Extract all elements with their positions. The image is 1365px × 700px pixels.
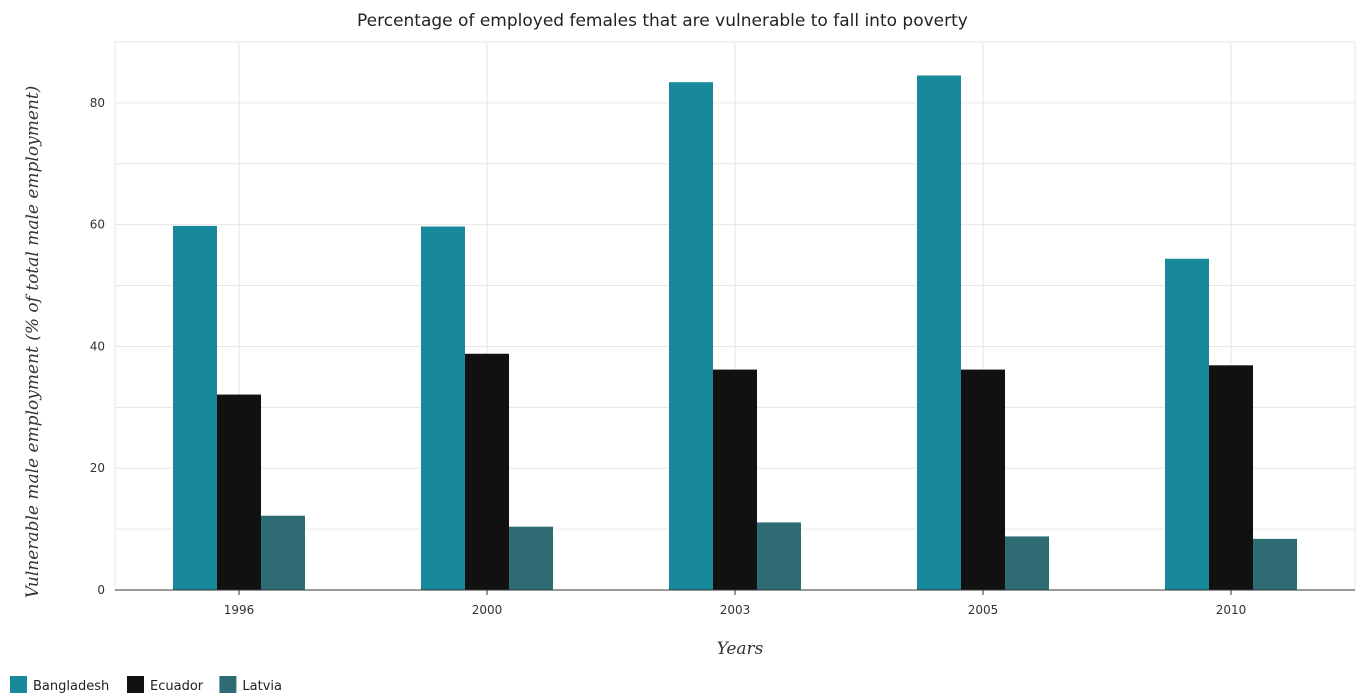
legend-swatch-latvia: [219, 676, 237, 693]
axes: 0 20 40 60 80 1996 2000 2003 2005 2010: [90, 96, 1355, 617]
y-tick-label: 60: [90, 218, 105, 232]
bar-latvia-1996: [261, 515, 305, 590]
x-tick-label: 2003: [720, 603, 751, 617]
bar-ecuador-2005: [961, 369, 1005, 590]
bar-latvia-2000: [509, 526, 553, 590]
x-tick-label: 1996: [224, 603, 255, 617]
bar-bangladesh-2000: [421, 226, 465, 590]
x-tick-label: 2000: [472, 603, 503, 617]
y-axis-label: Vulnerable male employment (% of total m…: [23, 86, 43, 599]
bar-ecuador-2010: [1209, 365, 1253, 590]
bar-bangladesh-2005: [917, 75, 961, 590]
y-tick-label: 20: [90, 461, 105, 475]
x-tick-label: 2010: [1216, 603, 1247, 617]
x-axis-label: Years: [717, 639, 764, 659]
legend-label-latvia: Latvia: [242, 679, 282, 694]
bar-latvia-2003: [757, 522, 801, 590]
bar-latvia-2005: [1005, 536, 1049, 590]
legend-swatch-bangladesh: [10, 676, 27, 693]
bar-bangladesh-2003: [669, 82, 713, 590]
x-tick-label: 2005: [968, 603, 999, 617]
y-tick-label: 80: [90, 96, 105, 110]
bar-ecuador-2003: [713, 369, 757, 590]
bar-latvia-2010: [1253, 538, 1297, 590]
bars: [173, 75, 1297, 590]
chart-title: Percentage of employed females that are …: [357, 11, 968, 31]
y-tick-label: 0: [97, 583, 105, 597]
bar-bangladesh-2010: [1165, 258, 1209, 590]
legend-swatch-ecuador: [127, 676, 144, 693]
y-tick-label: 40: [90, 339, 105, 353]
bar-ecuador-1996: [217, 394, 261, 590]
bar-bangladesh-1996: [173, 225, 217, 590]
legend-label-bangladesh: Bangladesh: [33, 679, 109, 694]
bar-ecuador-2000: [465, 353, 509, 590]
legend: Bangladesh Ecuador Latvia: [10, 676, 282, 694]
legend-label-ecuador: Ecuador: [150, 679, 204, 694]
